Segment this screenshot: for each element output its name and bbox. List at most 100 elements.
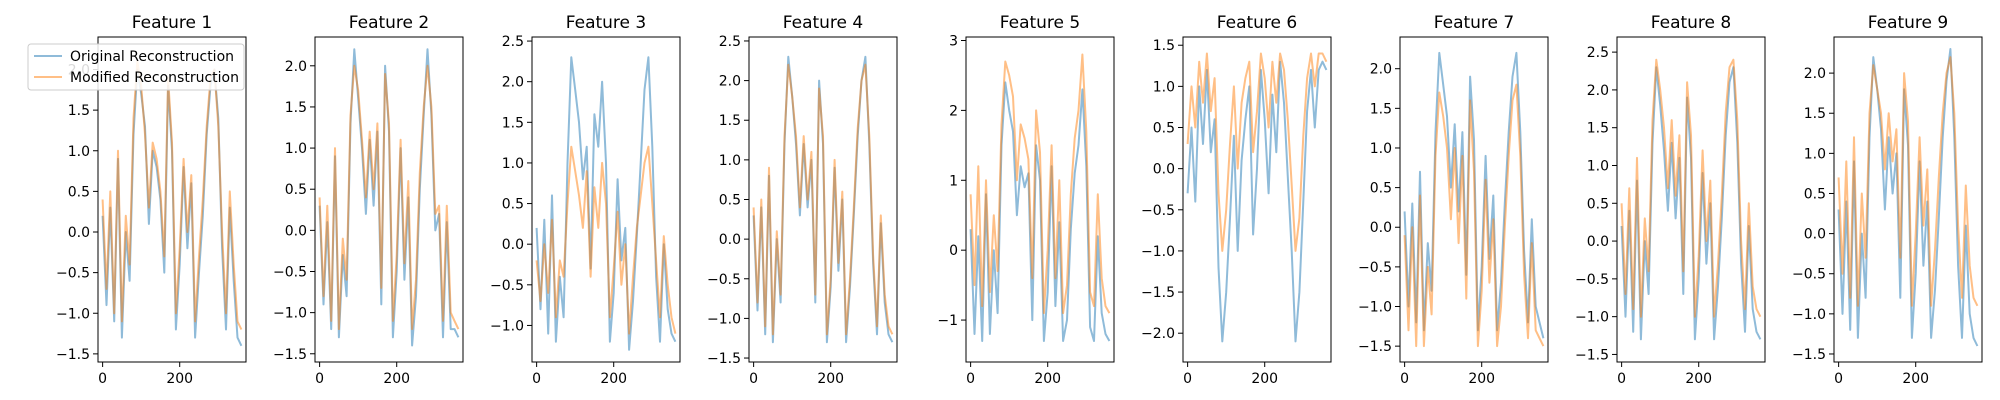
subplot-5: 0 200 −1 0 1 2 3 Feature 5 — [937, 13, 1115, 387]
x-tick-label: 200 — [166, 371, 193, 387]
y-tick-label: 3 — [949, 33, 958, 49]
legend-label-original: Original Reconstruction — [70, 49, 234, 65]
x-tick-label: 0 — [966, 371, 975, 387]
subplot-4: 0 200 −1.5 −1.0 −0.5 0.0 0.5 1.0 1.5 2.0 2.5 Featur… — [707, 13, 898, 387]
y-tick-label: 0 — [949, 243, 958, 259]
subplot-title: Feature 9 — [1868, 13, 1948, 33]
y-tick-label: −1.0 — [56, 306, 90, 322]
y-tick-label: 0.0 — [502, 237, 524, 253]
y-tick-label: −1.5 — [273, 347, 307, 363]
x-tick-label: 200 — [383, 371, 410, 387]
y-tick-label: −1.5 — [707, 351, 741, 367]
x-tick-label: 0 — [1834, 371, 1843, 387]
y-tick-label: −0.5 — [1141, 203, 1175, 219]
y-tick-label: −1.5 — [1141, 285, 1175, 301]
y-tick-label: −1.5 — [1575, 347, 1609, 363]
y-tick-label: 1 — [949, 173, 958, 189]
y-tick-label: 2.0 — [1587, 83, 1609, 99]
series-line-modified — [1837, 56, 1979, 307]
y-tick-label: 2.5 — [1587, 45, 1609, 61]
y-tick-label: 0.5 — [1587, 196, 1609, 212]
x-tick-label: 0 — [1400, 371, 1409, 387]
y-tick-label: −0.5 — [490, 278, 524, 294]
y-tick-label: −0.5 — [1358, 260, 1392, 276]
y-tick-label: 0.0 — [1153, 162, 1175, 178]
y-tick-label: −0.5 — [56, 266, 90, 282]
axes-frame — [1833, 36, 1983, 363]
series-line-modified — [752, 63, 894, 336]
y-tick-label: 0.0 — [1804, 227, 1826, 243]
y-tick-label: 2.0 — [285, 59, 307, 75]
y-tick-label: 2.0 — [502, 75, 524, 91]
y-tick-label: 0.5 — [1370, 181, 1392, 197]
y-tick-label: 1.5 — [285, 100, 307, 116]
y-tick-label: −1.0 — [1358, 300, 1392, 316]
subplot-title: Feature 5 — [1000, 13, 1080, 33]
x-tick-label: 200 — [1902, 371, 1929, 387]
y-tick-label: −1.5 — [56, 347, 90, 363]
legend-box — [27, 43, 245, 91]
subplot-title: Feature 8 — [1651, 13, 1731, 33]
legend-label-modified: Modified Reconstruction — [70, 70, 239, 86]
y-tick-label: 1.5 — [719, 113, 741, 129]
y-tick-label: 1.5 — [1804, 106, 1826, 122]
y-tick-label: 0.0 — [1370, 220, 1392, 236]
y-tick-label: 0.0 — [285, 223, 307, 239]
y-tick-label: −1.0 — [1575, 310, 1609, 326]
y-tick-label: −1.0 — [1792, 307, 1826, 323]
y-tick-label: −0.5 — [707, 272, 741, 288]
y-tick-label: 1.5 — [1153, 38, 1175, 54]
subplot-3: 0 200 −1.0 −0.5 0.0 0.5 1.0 1.5 2.0 2.5 Feature 3 — [490, 13, 681, 387]
series-line-modified — [535, 145, 677, 335]
series-line-modified — [318, 64, 460, 331]
axes-frame — [748, 36, 898, 363]
axes-frame — [531, 36, 681, 363]
subplot-7: 0 200 −1.5 −1.0 −0.5 0.0 0.5 1.0 1.5 2.0 Feature 7 — [1358, 13, 1549, 387]
axes-frame — [1399, 36, 1549, 363]
x-tick-label: 200 — [1468, 371, 1495, 387]
x-tick-label: 0 — [98, 371, 107, 387]
y-tick-label: 0.5 — [502, 197, 524, 213]
legend: Original Reconstruction Modified Reconst… — [27, 43, 245, 91]
series-line-modified — [1186, 52, 1328, 252]
y-tick-label: −1.5 — [1358, 339, 1392, 355]
y-tick-label: −1.0 — [273, 306, 307, 322]
y-tick-label: 1.0 — [502, 156, 524, 172]
series-line-original — [535, 56, 677, 351]
subplot-title: Feature 4 — [783, 13, 863, 33]
y-tick-label: 1.0 — [1587, 158, 1609, 174]
x-tick-label: 200 — [1034, 371, 1061, 387]
y-tick-label: 0.5 — [1153, 121, 1175, 137]
y-tick-label: 1.0 — [285, 141, 307, 157]
y-tick-label: 0.0 — [719, 232, 741, 248]
y-tick-label: 1.0 — [719, 153, 741, 169]
series-line-modified — [969, 53, 1111, 315]
subplot-6: 0 200 −2.0 −1.5 −1.0 −0.5 0.0 0.5 1.0 1.5 Feature … — [1141, 13, 1332, 387]
x-tick-label: 200 — [817, 371, 844, 387]
series-line-original — [1403, 51, 1545, 339]
subplot-title: Feature 7 — [1434, 13, 1514, 33]
y-tick-label: 0.0 — [1587, 234, 1609, 250]
y-tick-label: 0.5 — [719, 193, 741, 209]
subplot-title: Feature 3 — [566, 13, 646, 33]
x-tick-label: 0 — [1183, 371, 1192, 387]
axes-frame — [314, 36, 464, 363]
subplot-title: Feature 2 — [349, 13, 429, 33]
y-tick-label: 2.5 — [502, 34, 524, 50]
y-tick-label: −1.0 — [490, 318, 524, 334]
y-tick-label: −1.0 — [707, 311, 741, 327]
y-tick-label: 0.5 — [285, 182, 307, 198]
series-line-original — [1186, 60, 1328, 343]
y-tick-label: 1.0 — [68, 144, 90, 160]
y-tick-label: −1 — [937, 313, 958, 329]
x-tick-label: 0 — [315, 371, 324, 387]
y-tick-label: 1.5 — [68, 103, 90, 119]
subplot-2: 0 200 −1.5 −1.0 −0.5 0.0 0.5 1.0 1.5 2.0 Feature 2 — [273, 13, 464, 387]
x-tick-label: 0 — [749, 371, 758, 387]
y-tick-label: 2 — [949, 103, 958, 119]
y-tick-label: 0.5 — [68, 184, 90, 200]
y-tick-label: −2.0 — [1141, 326, 1175, 342]
y-tick-label: 1.0 — [1804, 146, 1826, 162]
y-tick-label: 2.5 — [719, 34, 741, 50]
